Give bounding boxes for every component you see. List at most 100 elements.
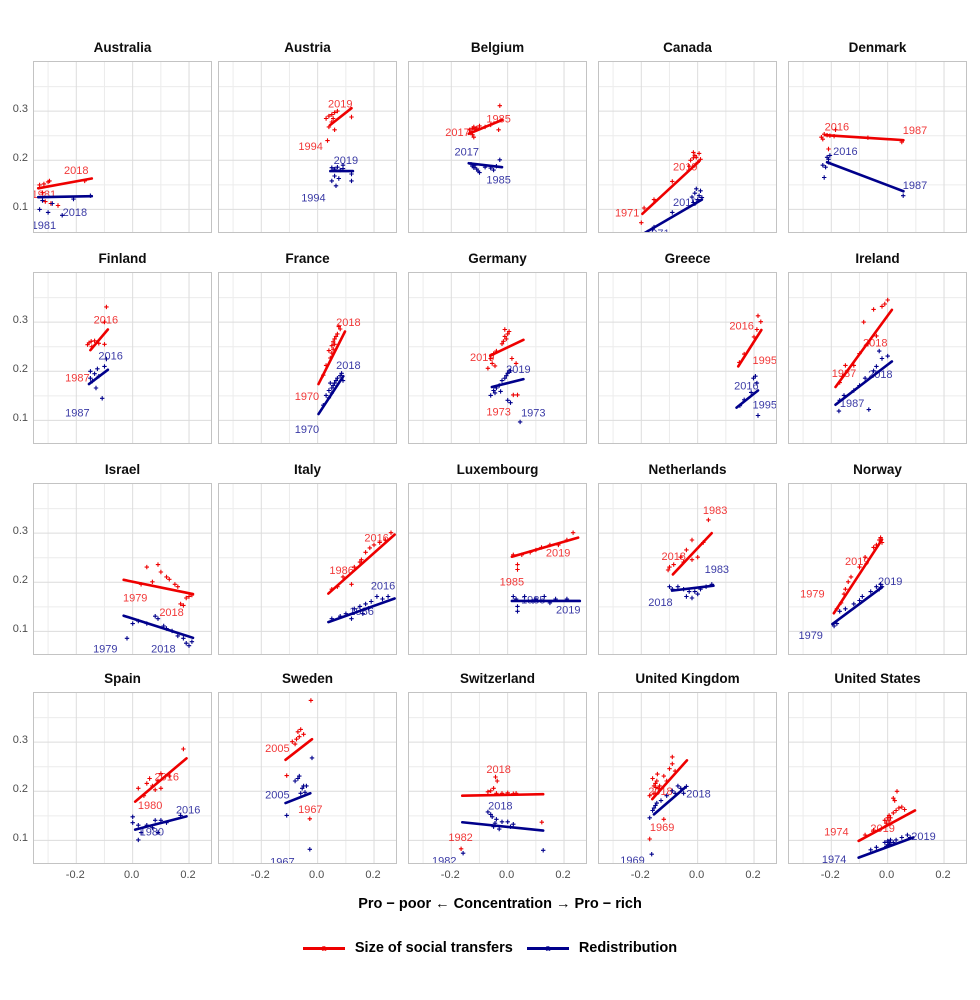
facet-panel-australia: 1981 2018 1981 2018 [33, 61, 212, 233]
x-axis-tick-label: 0.0 [499, 869, 515, 881]
redistribution-points [647, 783, 689, 857]
transfers-year-label: 2016 [94, 315, 118, 327]
facet-plot-united-kingdom: 2018 1969 2018 1969 [599, 693, 776, 863]
transfers-points [284, 698, 314, 821]
facet-title-luxembourg: Luxembourg [456, 462, 539, 477]
redistribution-year-label: 2019 [556, 604, 580, 616]
transfers-year-label: 2019 [870, 823, 894, 835]
redistribution-points [284, 755, 315, 852]
transfers-trend-line [489, 338, 525, 357]
facet-title-united-kingdom: United Kingdom [635, 671, 740, 686]
facet-plot-switzerland: 2018 1982 2018 1982 [409, 693, 586, 863]
facet-panel-israel: 1979 2018 1979 2018 [33, 483, 212, 655]
x-axis-tick-label: 0.2 [935, 869, 951, 881]
redistribution-points [329, 163, 354, 188]
facet-panel-france: 1970 2018 1970 2018 [218, 272, 397, 444]
transfers-year-label: 1969 [650, 822, 674, 834]
redistribution-year-label: 2018 [868, 369, 892, 381]
redistribution-year-label: 2019 [911, 831, 935, 843]
legend-label-redistribution: Redistribution [578, 940, 678, 956]
x-axis-tick-label: 0.2 [745, 869, 761, 881]
y-axis-tick-label: 0.3 [12, 103, 28, 116]
transfers-year-label: 1980 [138, 800, 162, 812]
redistribution-year-label: 1967 [270, 857, 294, 863]
transfers-trend-line [650, 759, 689, 801]
transfers-trend-line [671, 531, 714, 576]
facet-panel-belgium: 2017 1985 2017 1985 [408, 61, 587, 233]
facet-plot-netherlands: 2018 1983 2018 1983 [599, 484, 776, 654]
redistribution-year-label: 2018 [336, 360, 360, 372]
facet-panel-canada: 1971 2019 1971 2019 [598, 61, 777, 233]
redistribution-year-label: 1982 [432, 856, 456, 863]
redistribution-trend-line [317, 374, 345, 416]
facet-panel-spain: 1980 2016 1980 2016 [33, 692, 212, 864]
facet-title-germany: Germany [468, 251, 527, 266]
facet-plot-spain: 1980 2016 1980 2016 [34, 693, 211, 863]
transfers-year-label: 1987 [832, 368, 856, 380]
facet-panel-united-kingdom: 2018 1969 2018 1969 [598, 692, 777, 864]
x-axis-tick-label: 0.2 [180, 869, 196, 881]
x-axis-tick-label: 0.2 [555, 869, 571, 881]
redistribution-year-label: 2005 [265, 790, 289, 802]
facet-title-ireland: Ireland [855, 251, 900, 266]
redistribution-year-label: 2016 [371, 581, 395, 593]
y-axis-tick-label: 0.3 [12, 314, 28, 327]
redistribution-year-label: 2019 [334, 155, 358, 167]
redistribution-year-label: 2019 [878, 576, 902, 588]
facet-title-sweden: Sweden [281, 671, 333, 686]
redistribution-trend-line [327, 597, 396, 624]
redistribution-trend-line [652, 786, 687, 816]
facet-plot-belgium: 2017 1985 2017 1985 [409, 62, 586, 232]
transfers-line-key-icon: a [302, 940, 345, 956]
transfers-trend-line [133, 757, 188, 803]
facet-panel-austria: 1994 2019 1994 2019 [218, 61, 397, 233]
facet-plot-france: 1970 2018 1970 2018 [219, 273, 396, 443]
transfers-trend-line [460, 792, 545, 798]
y-axis-tick-label: 0.2 [12, 783, 28, 796]
facet-plot-australia: 1981 2018 1981 2018 [34, 62, 211, 232]
transfers-year-label: 1987 [903, 125, 927, 137]
redistribution-year-label: 1986 [349, 606, 373, 618]
transfers-trend-line [736, 328, 763, 368]
legend-entry-transfers: a Size of social transfers [302, 940, 513, 956]
transfers-year-label: 1983 [703, 505, 727, 517]
redistribution-year-label: 2019 [673, 197, 697, 209]
redistribution-trend-line [834, 360, 894, 407]
facet-title-australia: Australia [93, 40, 152, 55]
transfers-year-label: 2019 [673, 162, 697, 174]
facet-plot-luxembourg: 1985 2019 1985 2019 [409, 484, 586, 654]
redistribution-year-label: 2019 [506, 364, 530, 376]
transfers-trend-line [467, 118, 504, 136]
facet-title-israel: Israel [104, 462, 141, 477]
transfers-year-label: 1971 [615, 207, 639, 219]
redistribution-year-label: 1987 [65, 408, 89, 420]
facet-plot-greece: 2016 1995 2016 1995 [599, 273, 776, 443]
y-axis-tick-label: 0.2 [12, 152, 28, 165]
redistribution-year-label: 1969 [620, 855, 644, 863]
transfers-year-label: 2018 [64, 165, 88, 177]
facet-title-canada: Canada [663, 40, 712, 55]
redistribution-year-label: 1985 [521, 594, 545, 606]
facet-panel-greece: 2016 1995 2016 1995 [598, 272, 777, 444]
y-axis-tick-label: 0.3 [12, 734, 28, 747]
redistribution-year-label: 1971 [645, 228, 669, 232]
transfers-year-label: 2016 [364, 533, 388, 545]
y-axis-tick-label: 0.1 [12, 412, 28, 425]
x-axis-tick-label: -0.2 [440, 869, 460, 881]
redistribution-year-label: 1994 [301, 193, 325, 205]
redistribution-trend-line [284, 791, 312, 805]
transfers-trend-line [510, 536, 580, 559]
redistribution-trend-line [670, 584, 715, 592]
transfers-year-label: 1986 [329, 565, 353, 577]
redistribution-points [88, 356, 109, 401]
transfers-trend-line [329, 106, 353, 127]
transfers-year-label: 1994 [298, 141, 322, 153]
y-axis-tick-label: 0.1 [12, 201, 28, 214]
x-axis-tick-label: -0.2 [65, 869, 85, 881]
facet-title-spain: Spain [104, 671, 141, 686]
redistribution-year-label: 1970 [295, 424, 319, 436]
facet-title-netherlands: Netherlands [648, 462, 727, 477]
transfers-year-label: 1979 [800, 589, 824, 601]
transfers-year-label: 2018 [486, 764, 510, 776]
